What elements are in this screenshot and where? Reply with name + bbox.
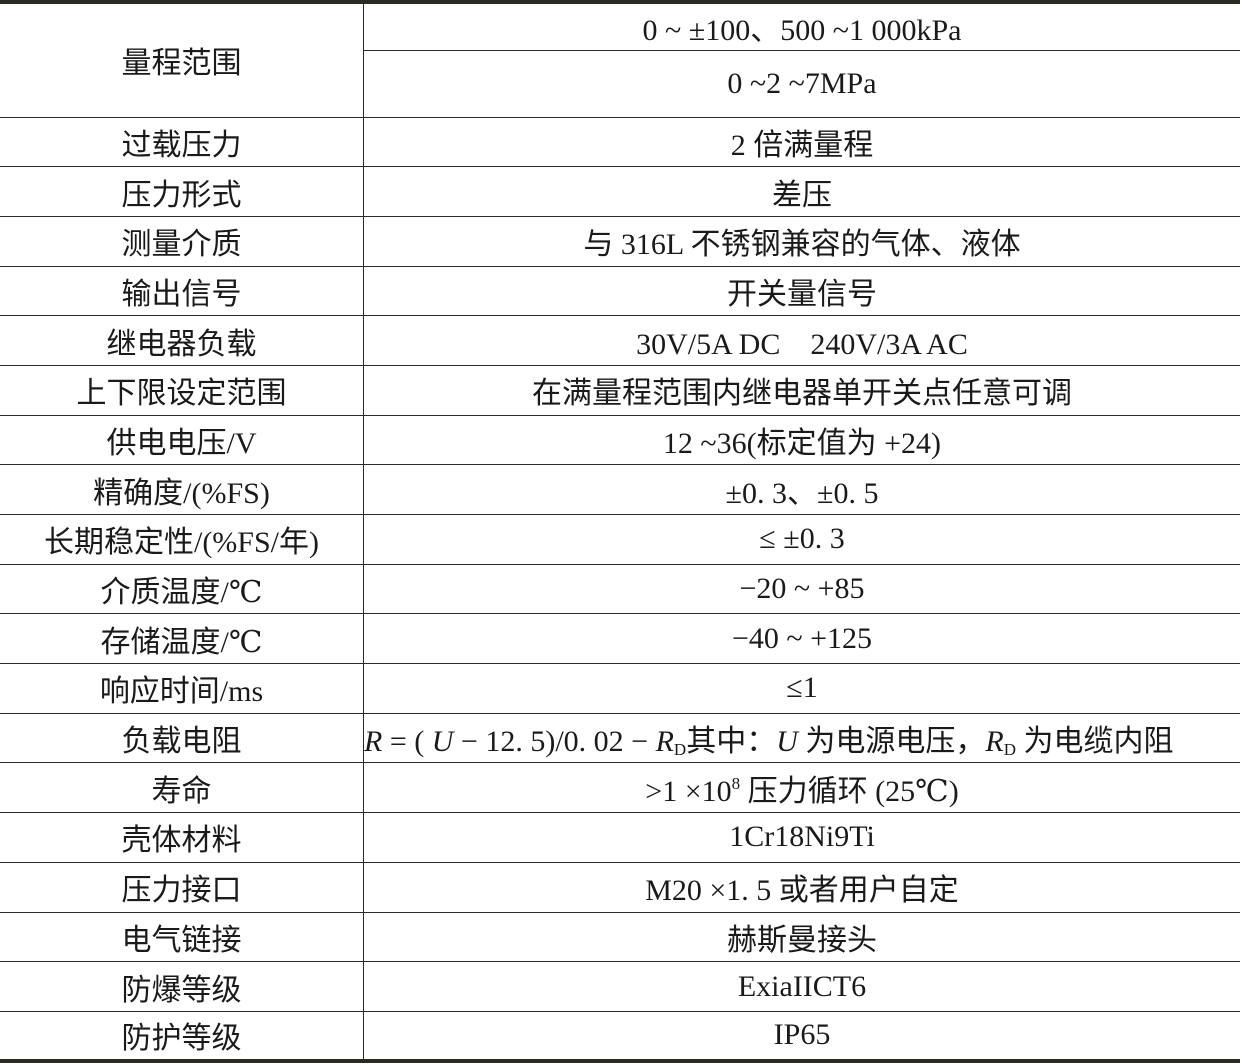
table-row: 继电器负载 30V/5A DC 240V/3A AC: [0, 315, 1240, 366]
row-value: 0 ~ ±100、500 ~1 000kPa: [363, 0, 1240, 51]
row-value: IP65: [363, 1010, 1240, 1064]
row-label: 上下限设定范围: [0, 364, 364, 416]
row-value: 在满量程范围内继电器单开关点任意可调: [363, 364, 1240, 416]
formula-part: R: [655, 725, 674, 759]
formula-subscript: D: [673, 740, 687, 760]
life-value: >1 ×108 压力循环 (25℃): [363, 762, 1240, 814]
row-label: 测量介质: [0, 215, 364, 267]
life-part: >1 ×10: [645, 774, 732, 808]
table-row: 存储温度/℃ −40 ~ +125: [0, 613, 1240, 665]
formula-part: R: [364, 725, 383, 759]
formula-part: 其中：: [686, 725, 777, 759]
row-label: 防爆等级: [0, 961, 364, 1012]
table-row: 上下限设定范围 在满量程范围内继电器单开关点任意可调: [0, 364, 1240, 416]
row-value: ExiaIICT6: [363, 961, 1240, 1012]
table-row: 响应时间/ms ≤1: [0, 663, 1240, 714]
formula-part: U: [431, 725, 454, 759]
row-label: 电气链接: [0, 911, 364, 963]
table-row: 输出信号 开关量信号: [0, 265, 1240, 317]
row-value: 差压: [363, 166, 1240, 217]
row-label: 存储温度/℃: [0, 613, 364, 665]
table-row: 供电电压/V 12 ~36(标定值为 +24): [0, 414, 1240, 466]
row-value: ≤ ±0. 3: [363, 514, 1240, 565]
formula-part: U: [776, 725, 798, 759]
formula-part: R: [985, 725, 1004, 759]
table-row: 0 ~2 ~7MPa: [0, 49, 1240, 118]
row-label: 输出信号: [0, 265, 364, 317]
row-label: 长期稳定性/(%FS/年): [0, 514, 364, 565]
row-label: 响应时间/ms: [0, 663, 364, 714]
table-row: 长期稳定性/(%FS/年) ≤ ±0. 3: [0, 514, 1240, 565]
table-row: 过载压力 2 倍满量程: [0, 116, 1240, 168]
table-row: 电气链接 赫斯曼接头: [0, 911, 1240, 963]
row-label: 量程范围: [0, 0, 364, 118]
formula-part: 为电缆内阻: [1015, 725, 1174, 759]
row-label: 防护等级: [0, 1010, 364, 1064]
table-row: 防爆等级 ExiaIICT6: [0, 961, 1240, 1012]
row-value: M20 ×1. 5 或者用户自定: [363, 861, 1240, 913]
row-value: ±0. 3、±0. 5: [363, 464, 1240, 515]
row-value: 2 倍满量程: [363, 116, 1240, 168]
row-value: 赫斯曼接头: [363, 911, 1240, 963]
formula-part: = (: [382, 725, 432, 759]
table-row: 介质温度/℃ −20 ~ +85: [0, 563, 1240, 615]
row-value: −40 ~ +125: [363, 613, 1240, 665]
row-value: 0 ~2 ~7MPa: [363, 49, 1240, 118]
table-row: 量程范围 0 ~ ±100、500 ~1 000kPa: [0, 0, 1240, 118]
table-row: 寿命 >1 ×108 压力循环 (25℃): [0, 762, 1240, 814]
row-value: 开关量信号: [363, 265, 1240, 317]
table-row: 压力形式 差压: [0, 166, 1240, 217]
formula-subscript: D: [1003, 740, 1016, 760]
row-label: 供电电压/V: [0, 414, 364, 466]
life-exponent: 8: [731, 773, 741, 793]
row-value: 与 316L 不锈钢兼容的气体、液体: [363, 215, 1240, 267]
row-label: 压力接口: [0, 861, 364, 913]
row-label: 壳体材料: [0, 812, 364, 863]
table-row: 防护等级 IP65: [0, 1010, 1240, 1064]
table-row: 负载电阻 R = ( U − 12. 5)/0. 02 − RD其中：U 为电源…: [0, 712, 1240, 764]
formula-part: 为电源电压，: [797, 725, 986, 759]
row-label: 寿命: [0, 762, 364, 814]
row-label: 精确度/(%FS): [0, 464, 364, 515]
row-label: 压力形式: [0, 166, 364, 217]
row-value: 30V/5A DC 240V/3A AC: [363, 315, 1240, 366]
row-label: 介质温度/℃: [0, 563, 364, 615]
row-label: 过载压力: [0, 116, 364, 168]
row-value: ≤1: [363, 663, 1240, 714]
formula-part: − 12. 5)/0. 02 −: [453, 725, 656, 759]
table-row: 压力接口 M20 ×1. 5 或者用户自定: [0, 861, 1240, 913]
row-label: 继电器负载: [0, 315, 364, 366]
table-row: 壳体材料 1Cr18Ni9Ti: [0, 812, 1240, 863]
row-value: 12 ~36(标定值为 +24): [363, 414, 1240, 466]
table-row: 精确度/(%FS) ±0. 3、±0. 5: [0, 464, 1240, 515]
life-part: 压力循环 (25℃): [740, 774, 959, 808]
row-value: 1Cr18Ni9Ti: [363, 812, 1240, 863]
row-label: 负载电阻: [0, 712, 364, 764]
table-row: 测量介质与 316L 不锈钢兼容的气体、液体: [0, 215, 1240, 267]
load-resistance-formula: R = ( U − 12. 5)/0. 02 − RD其中：U 为电源电压，RD…: [363, 712, 1240, 764]
row-value: −20 ~ +85: [363, 563, 1240, 615]
